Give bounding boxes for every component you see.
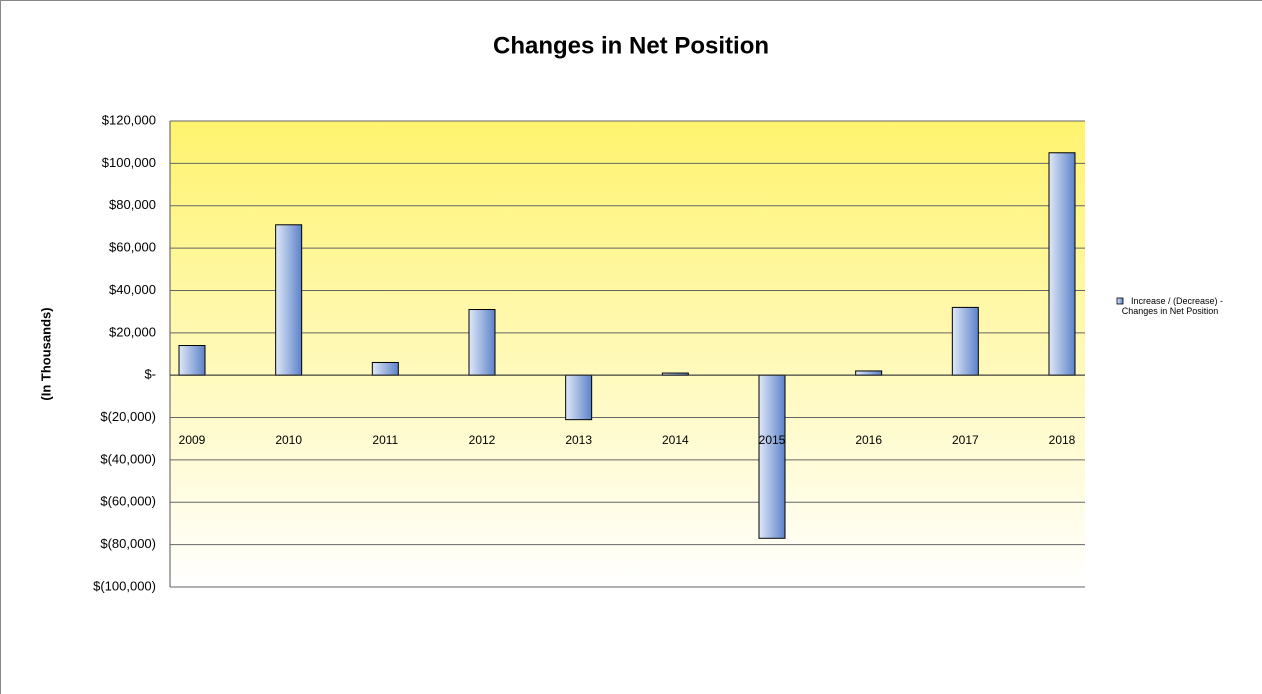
bar [855,370,883,376]
chart-title: Changes in Net Position [493,32,769,59]
bar [758,374,786,539]
bar [468,309,496,376]
y-tick-label: $(40,000) [100,451,156,466]
x-tick-label: 2009 [179,433,206,447]
y-tick-label: $80,000 [109,197,156,212]
x-tick-label: 2013 [565,433,592,447]
x-tick-label: 2012 [469,433,496,447]
bar [565,374,593,421]
x-tick-label: 2011 [372,433,398,447]
x-tick-label: 2015 [759,433,786,447]
y-tick-label: $- [144,367,156,382]
legend-label: Increase / (Decrease) - Changes in Net P… [1121,296,1224,316]
y-tick-label: $(80,000) [100,536,156,551]
y-tick-label: $60,000 [109,240,156,255]
plot-area [170,121,1085,587]
bar [275,224,303,376]
bar [1048,152,1076,376]
y-tick-label: $(60,000) [100,494,156,509]
y-axis-label: (In Thousands) [38,307,53,400]
y-tick-label: $(100,000) [93,578,156,593]
y-tick-label: $(20,000) [100,409,156,424]
x-tick-label: 2010 [275,433,302,447]
y-tick-label: $20,000 [109,324,156,339]
y-tick-label: $120,000 [102,112,156,127]
y-tick-label: $100,000 [102,155,156,170]
x-tick-label: 2016 [855,433,882,447]
y-tick-label: $40,000 [109,282,156,297]
x-tick-label: 2014 [662,433,689,447]
bar [178,345,206,376]
legend-swatch [1116,297,1124,305]
x-tick-label: 2017 [952,433,979,447]
legend-entry: Increase / (Decrease) - Changes in Net P… [1121,296,1224,316]
x-tick-label: 2018 [1049,433,1076,447]
bar [951,306,979,376]
bar [371,361,399,376]
